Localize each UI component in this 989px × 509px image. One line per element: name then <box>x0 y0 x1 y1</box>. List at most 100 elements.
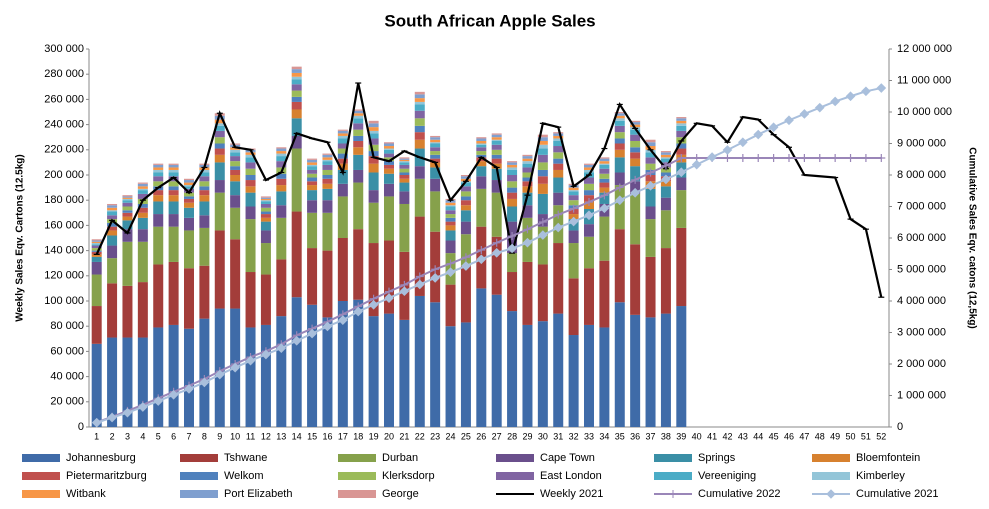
bar-segment <box>491 137 502 140</box>
bar-segment <box>614 138 625 144</box>
bar-segment <box>599 178 610 183</box>
y-tick-label: 120 000 <box>44 270 84 282</box>
bar-segment <box>476 161 487 167</box>
x-tick-label: 45 <box>769 431 779 441</box>
legend-item: Cape Town <box>496 452 595 464</box>
bar-segment <box>676 118 687 121</box>
legend-item: Kimberley <box>812 470 905 482</box>
bar-segment <box>322 200 333 213</box>
bar-segment <box>307 304 318 427</box>
bar-segment <box>184 202 194 208</box>
bar-segment <box>568 200 579 206</box>
y2-tick-label: 10 000 000 <box>897 106 952 118</box>
bar-segment <box>122 241 133 286</box>
line-marker <box>353 306 364 317</box>
bar-segment <box>322 161 333 165</box>
bar-segment <box>553 135 564 139</box>
bar-segment <box>91 250 102 252</box>
bar-segment <box>214 180 225 193</box>
bar-segment <box>107 207 118 211</box>
bar-segment <box>153 176 164 182</box>
bar-segment <box>276 151 287 154</box>
bar-segment <box>630 124 641 128</box>
bar-segment <box>322 250 333 318</box>
y-tick-label: 60 000 <box>50 345 84 357</box>
bar-segment <box>584 268 594 325</box>
legend-swatch <box>338 472 376 480</box>
bar-segment <box>507 161 518 163</box>
legend-swatch <box>812 472 850 480</box>
bar-segment <box>245 219 256 273</box>
legend-item: Cumulative 2022 <box>654 488 781 500</box>
bar-segment <box>414 101 425 105</box>
bar-segment <box>660 158 671 163</box>
bar-segment <box>168 190 179 196</box>
line-marker <box>554 210 563 219</box>
bar-segment <box>276 153 287 157</box>
bar-segment <box>199 318 210 427</box>
x-tick-label: 42 <box>722 431 732 441</box>
bar-segment <box>368 243 379 317</box>
line-marker <box>661 161 670 170</box>
bar-segment <box>337 158 348 164</box>
bar-segment <box>660 152 671 155</box>
bar-segment <box>491 236 502 295</box>
bar-segment <box>384 157 394 162</box>
bar-segment <box>230 195 241 208</box>
line-marker <box>614 195 625 206</box>
bar-segment <box>430 154 441 159</box>
bar-segment <box>553 313 564 427</box>
bar-segment <box>291 135 302 149</box>
bar-segment <box>460 196 471 201</box>
bar-segment <box>507 198 518 207</box>
bar-segment <box>153 201 164 215</box>
bar-segment <box>91 254 102 257</box>
bar-segment <box>184 178 194 181</box>
bar-segment <box>91 243 102 245</box>
bar-segment <box>184 328 194 427</box>
line-marker <box>814 102 825 113</box>
bar-segment <box>107 235 118 246</box>
bar-segment <box>522 163 533 168</box>
line-marker <box>245 355 256 366</box>
bar-segment <box>491 149 502 155</box>
bar-segment <box>260 217 271 222</box>
line-marker <box>585 198 593 207</box>
bar-segment <box>414 98 425 102</box>
bar-segment <box>307 166 318 170</box>
y-tick-label: 40 000 <box>50 371 84 383</box>
bar-segment <box>322 169 333 175</box>
bar-segment <box>599 158 610 162</box>
bar-segment <box>107 245 118 259</box>
bar-segment <box>322 153 333 155</box>
x-tick-label: 13 <box>276 431 286 441</box>
bar-segment <box>537 134 548 138</box>
legend-label: Tshwane <box>224 452 267 464</box>
bar-segment <box>537 140 548 145</box>
bar-segment <box>291 90 302 97</box>
bar-segment <box>276 185 287 192</box>
bar-segment <box>230 147 241 150</box>
x-tick-label: 7 <box>186 431 191 441</box>
x-tick-label: 5 <box>156 431 161 441</box>
bar-segment <box>122 337 133 427</box>
bar-segment <box>230 143 241 145</box>
bar-segment <box>491 139 502 141</box>
legend-label: Bloemfontein <box>856 452 920 464</box>
bar-segment <box>430 302 441 427</box>
bar-segment <box>368 120 379 124</box>
bar-segment <box>199 176 210 182</box>
bar-segment <box>584 224 594 237</box>
line-marker <box>491 247 502 258</box>
bar-segment <box>430 191 441 232</box>
bar-segment <box>260 214 271 218</box>
bar-segment <box>507 181 518 188</box>
x-tick-label: 29 <box>522 431 532 441</box>
x-tick-label: 17 <box>338 431 348 441</box>
bar-segment <box>168 181 179 187</box>
line-marker <box>661 174 671 185</box>
x-tick-label: 1 <box>94 431 99 441</box>
bar-segment <box>153 167 164 170</box>
bar-segment <box>368 316 379 427</box>
bar-segment <box>153 163 164 165</box>
